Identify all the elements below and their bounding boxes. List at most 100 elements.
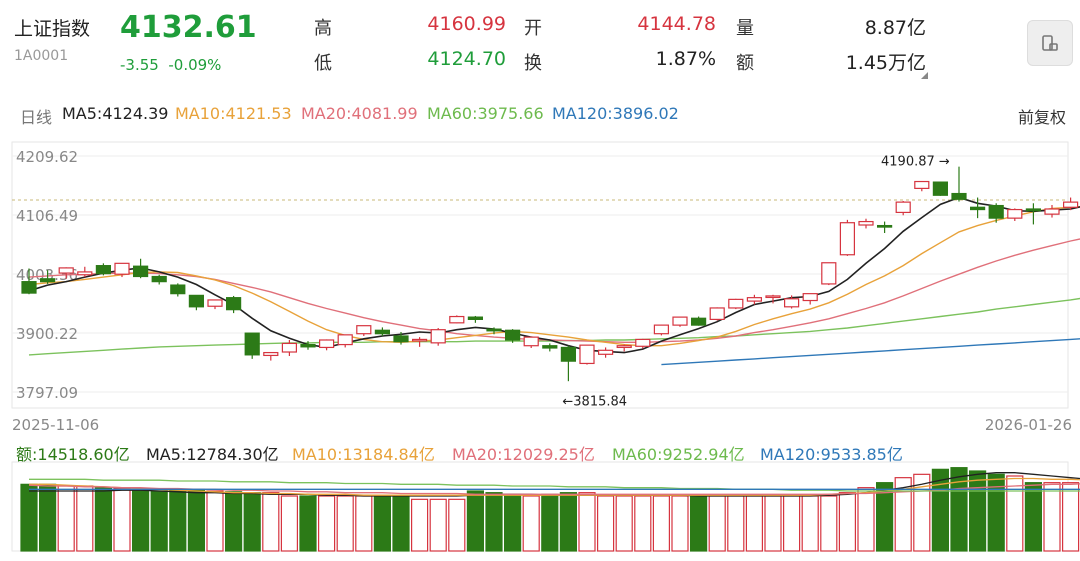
candle-body — [393, 335, 409, 343]
candle-body — [635, 338, 651, 347]
candle-body — [746, 297, 763, 302]
amount-bar — [913, 473, 931, 552]
candle-body — [988, 204, 1004, 219]
amount-bar — [187, 488, 205, 552]
amount-bar — [894, 477, 912, 552]
price-change: -3.55 -0.09% — [120, 56, 221, 74]
amount-bar — [782, 495, 801, 552]
candle-body — [802, 293, 818, 302]
candle-body — [95, 265, 112, 275]
ma10-legend: MA10:4121.53 — [175, 104, 292, 123]
amount-bar — [448, 498, 466, 552]
candle-body — [281, 342, 297, 353]
candle-body — [783, 298, 800, 308]
amount-value: 1.45万亿 — [845, 52, 926, 74]
candle-body — [21, 281, 37, 294]
candle-body — [579, 344, 595, 365]
candle-body — [969, 206, 986, 211]
candle-body — [207, 299, 223, 307]
high-value: 4160.99 — [427, 13, 506, 35]
amount-bar — [968, 470, 987, 552]
candle-body — [337, 334, 353, 346]
amount-bar — [57, 485, 75, 552]
amount-bar — [113, 487, 131, 552]
adjust-mode-button[interactable]: 前复权 — [1017, 108, 1066, 127]
amount-bar — [38, 483, 57, 552]
candle-body — [170, 284, 186, 295]
amount-bar — [485, 492, 503, 552]
amount-bar — [689, 495, 708, 552]
amount-bar — [820, 495, 838, 552]
min-price-marker: ←3815.84 — [562, 394, 627, 409]
amount-bar — [132, 489, 150, 552]
amount-bar — [801, 495, 819, 552]
amount-bar — [262, 492, 280, 552]
amount-bar — [169, 490, 187, 552]
x-end-label: 2026-01-26 — [985, 416, 1072, 434]
y-tick-label: 4209.62 — [16, 148, 78, 166]
amount-bar — [392, 495, 410, 552]
amount-bar — [243, 492, 261, 552]
candle-body — [430, 329, 446, 344]
amount-bar — [206, 490, 224, 552]
amount-bar — [727, 495, 745, 552]
phone-rotate-icon — [1042, 35, 1058, 51]
change-percent: -0.09% — [168, 56, 222, 74]
candle-body — [356, 325, 372, 335]
candle-body — [858, 220, 874, 226]
candle-body — [151, 275, 167, 283]
index-name: 上证指数 — [14, 18, 91, 40]
amount-bar — [875, 482, 894, 552]
candle-body — [319, 339, 335, 349]
amount-bar — [94, 487, 113, 552]
candle-body — [486, 328, 502, 332]
candle-body — [505, 329, 521, 341]
amount-bar — [318, 495, 336, 552]
candle-body — [114, 262, 130, 275]
expand-corner-icon[interactable] — [921, 72, 928, 79]
candle-body — [728, 298, 744, 309]
candle-body — [560, 346, 577, 362]
candle-body — [895, 201, 911, 214]
candle-body — [77, 271, 93, 276]
open-value: 4144.78 — [637, 13, 716, 35]
amount-bar — [1006, 475, 1024, 552]
amount-bar — [522, 495, 540, 552]
amount-bar — [150, 490, 168, 552]
amount-bar — [355, 495, 373, 552]
ma5-legend: MA5:4124.39 — [62, 104, 169, 123]
turnover-value: 1.87% — [655, 48, 716, 70]
candle-body — [932, 181, 949, 196]
amount-bar — [634, 495, 652, 552]
landscape-toggle-button[interactable] — [1027, 20, 1073, 66]
amount-bar — [764, 495, 782, 552]
index-code: 1A0001 — [14, 48, 69, 64]
amount-ma10-legend: MA10:13184.84亿 — [292, 445, 435, 464]
amount-bar — [1061, 482, 1080, 552]
amount-bar — [708, 495, 726, 552]
candle-body — [914, 180, 930, 189]
candle-body — [449, 315, 465, 324]
candle-body — [839, 222, 856, 256]
candle-body — [672, 316, 688, 326]
ma-legend-bar: 日线 MA5:4124.39 MA10:4121.53 MA20:4081.99… — [0, 96, 1080, 132]
candle-body — [58, 267, 74, 274]
period-tab[interactable]: 日线 — [20, 108, 53, 127]
candle-body — [133, 265, 149, 278]
y-tick-label: 3900.22 — [16, 325, 78, 343]
max-price-marker: 4190.87 → — [881, 155, 950, 170]
amount-bar — [373, 495, 391, 552]
amount-bar — [411, 498, 429, 552]
volume-label: 量 — [736, 18, 754, 39]
amount-bar — [76, 485, 94, 552]
candle-body — [39, 278, 56, 283]
amount-bar — [1024, 482, 1043, 552]
low-value: 4124.70 — [427, 48, 506, 70]
ma120-legend: MA120:3896.02 — [552, 104, 679, 123]
amount-bar — [745, 495, 764, 552]
candle-body — [412, 338, 428, 342]
candle-body — [1044, 208, 1060, 215]
amount-bar — [20, 483, 38, 552]
volume-value: 8.87亿 — [864, 17, 926, 39]
